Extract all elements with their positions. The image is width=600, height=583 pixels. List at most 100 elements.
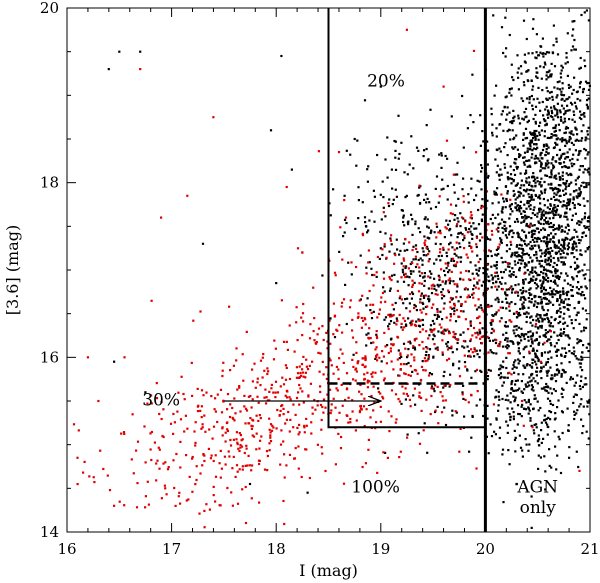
data-point-1 xyxy=(550,356,553,359)
data-point-1 xyxy=(488,280,491,283)
data-point-1 xyxy=(563,247,566,250)
data-point-1 xyxy=(511,229,514,232)
data-point-0 xyxy=(354,429,357,432)
data-point-1 xyxy=(522,282,525,285)
data-point-1 xyxy=(458,360,461,363)
data-point-1 xyxy=(554,124,557,127)
data-point-0 xyxy=(427,337,430,340)
data-point-0 xyxy=(280,429,283,432)
data-point-1 xyxy=(571,34,574,37)
data-point-1 xyxy=(511,235,514,239)
data-point-1 xyxy=(409,342,412,345)
data-point-1 xyxy=(510,255,513,258)
data-point-1 xyxy=(547,256,550,259)
data-point-1 xyxy=(495,352,498,355)
data-point-0 xyxy=(425,398,428,401)
data-point-1 xyxy=(552,265,555,268)
data-point-1 xyxy=(550,176,553,179)
data-point-1 xyxy=(436,308,439,311)
data-point-1 xyxy=(431,338,435,341)
data-point-1 xyxy=(581,232,584,235)
data-point-0 xyxy=(406,354,409,357)
data-point-0 xyxy=(387,313,390,316)
data-point-1 xyxy=(541,157,544,160)
data-point-1 xyxy=(577,202,580,206)
data-point-0 xyxy=(371,371,374,374)
data-point-1 xyxy=(407,317,410,320)
data-point-0 xyxy=(452,257,455,260)
data-point-1 xyxy=(376,153,379,157)
data-point-1 xyxy=(512,389,515,392)
data-point-1 xyxy=(545,51,549,54)
data-point-0 xyxy=(439,251,442,254)
data-point-1 xyxy=(570,237,573,240)
data-point-1 xyxy=(567,308,570,311)
annotation-2: 100% xyxy=(351,478,400,498)
data-point-1 xyxy=(395,195,398,198)
data-point-1 xyxy=(578,322,581,325)
data-point-1 xyxy=(497,409,500,412)
data-point-1 xyxy=(519,65,523,68)
data-point-1 xyxy=(370,341,373,345)
data-point-1 xyxy=(583,115,586,118)
data-point-0 xyxy=(158,448,161,451)
data-point-0 xyxy=(241,465,244,468)
data-point-0 xyxy=(195,465,198,468)
data-point-1 xyxy=(559,72,562,75)
data-point-1 xyxy=(561,166,564,169)
data-point-1 xyxy=(562,204,565,207)
data-point-0 xyxy=(487,223,490,226)
data-point-0 xyxy=(312,330,315,333)
data-point-1 xyxy=(542,227,545,230)
data-point-1 xyxy=(572,353,575,356)
data-point-1 xyxy=(454,214,457,217)
data-point-1 xyxy=(572,153,575,156)
data-point-0 xyxy=(236,441,239,444)
data-point-1 xyxy=(517,350,520,353)
data-point-1 xyxy=(522,364,525,367)
data-point-1 xyxy=(522,81,525,84)
data-point-1 xyxy=(456,173,459,176)
data-point-1 xyxy=(540,298,543,301)
data-point-1 xyxy=(561,152,564,156)
data-point-0 xyxy=(390,234,393,237)
data-point-1 xyxy=(519,172,522,175)
data-point-1 xyxy=(528,188,531,192)
data-point-0 xyxy=(456,223,459,226)
data-point-1 xyxy=(536,215,539,218)
data-point-1 xyxy=(573,410,576,413)
data-point-1 xyxy=(524,61,527,64)
data-point-1 xyxy=(469,278,472,282)
data-point-0 xyxy=(301,334,304,337)
data-point-0 xyxy=(387,410,390,413)
data-point-1 xyxy=(583,112,586,115)
data-point-1 xyxy=(580,418,583,421)
data-point-0 xyxy=(352,378,355,381)
data-point-1 xyxy=(564,144,567,147)
data-point-1 xyxy=(475,308,479,311)
data-point-1 xyxy=(506,113,509,116)
data-point-1 xyxy=(409,262,412,266)
data-point-1 xyxy=(567,290,570,293)
data-point-0 xyxy=(432,283,435,286)
data-point-1 xyxy=(530,141,534,144)
data-point-1 xyxy=(522,335,525,338)
data-point-1 xyxy=(512,169,515,172)
data-point-1 xyxy=(500,317,503,320)
data-point-1 xyxy=(439,229,442,232)
data-point-0 xyxy=(268,390,271,393)
data-point-1 xyxy=(503,166,507,169)
data-point-0 xyxy=(190,361,193,364)
data-point-1 xyxy=(538,237,541,240)
data-point-1 xyxy=(535,423,538,426)
data-point-1 xyxy=(504,55,507,58)
data-point-1 xyxy=(509,165,512,168)
data-point-1 xyxy=(540,284,543,287)
data-point-0 xyxy=(497,309,500,312)
data-point-1 xyxy=(451,246,454,249)
data-point-1 xyxy=(475,227,478,230)
data-point-1 xyxy=(542,308,545,312)
data-point-1 xyxy=(554,293,557,296)
data-point-1 xyxy=(375,333,378,336)
data-point-1 xyxy=(491,327,494,330)
